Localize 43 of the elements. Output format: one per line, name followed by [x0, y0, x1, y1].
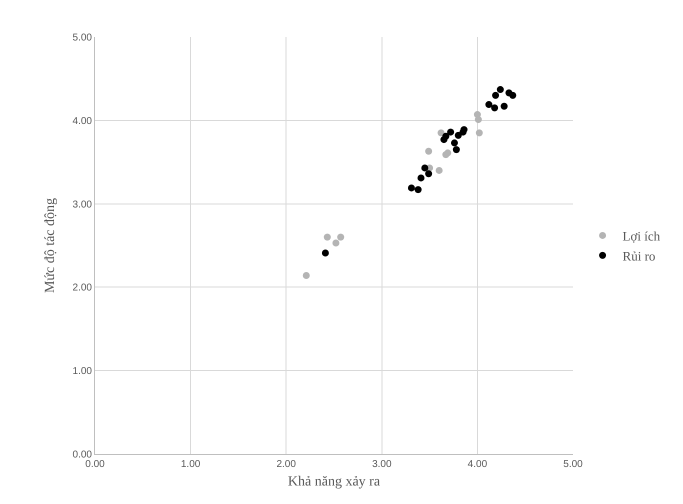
y-tick-label: 4.00 [72, 116, 92, 127]
x-tick-label: 4.00 [468, 459, 488, 470]
point [425, 148, 432, 155]
point [440, 136, 448, 144]
point [450, 139, 458, 146]
y-tick-label: 3.00 [72, 199, 92, 210]
point [337, 234, 344, 241]
x-tick-label: 0.00 [85, 459, 106, 470]
point [324, 234, 331, 241]
point [496, 86, 504, 94]
point [414, 186, 422, 194]
point [436, 166, 443, 174]
point [418, 174, 424, 182]
point [421, 164, 428, 172]
point [509, 92, 516, 99]
point [492, 92, 500, 99]
point [438, 129, 445, 136]
x-axis-title: Khả năng xảy ra [288, 474, 381, 490]
y-tick-label: 2.00 [72, 282, 92, 294]
point [474, 116, 482, 124]
y-axis-title: Mức độ tác động [43, 198, 58, 294]
point [460, 128, 467, 136]
point [476, 129, 483, 136]
point [408, 184, 415, 192]
point [485, 101, 492, 108]
point [302, 272, 310, 280]
legend-label: Lợi ích [622, 228, 661, 244]
y-tick-label: 0.00 [72, 450, 92, 460]
point [425, 170, 432, 178]
y-tick-label: 5.00 [72, 32, 92, 44]
point [500, 102, 508, 110]
point [447, 128, 454, 136]
point [454, 132, 462, 139]
x-tick-label: 3.00 [372, 459, 392, 470]
y-tick-label: 1.00 [72, 366, 92, 378]
point [491, 104, 498, 112]
x-tick-label: 5.00 [563, 459, 584, 470]
point [452, 146, 460, 154]
point [332, 240, 340, 246]
x-tick-label: 2.00 [276, 459, 296, 470]
x-tick-label: 1.00 [180, 459, 201, 470]
point [322, 250, 329, 257]
legend-label: Rủi ro [622, 248, 656, 264]
